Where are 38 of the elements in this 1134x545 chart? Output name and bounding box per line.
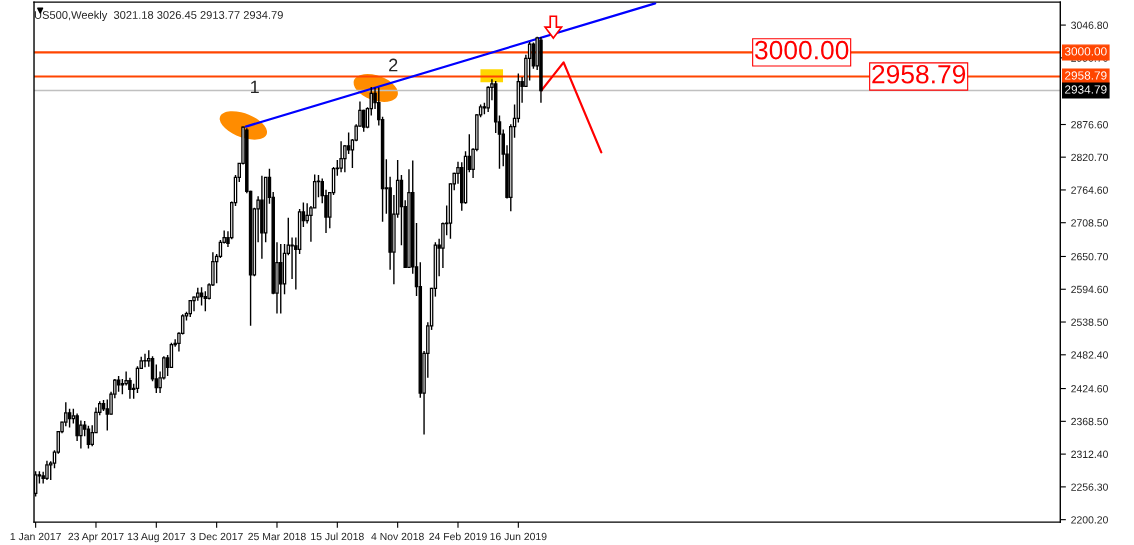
y-tick-label: 2594.60 bbox=[1071, 285, 1108, 294]
y-tick-label: 2256.30 bbox=[1071, 483, 1108, 491]
y-tick-label: 2764.60 bbox=[1071, 186, 1108, 194]
candlestick bbox=[346, 131, 351, 155]
y-tick-label: 2820.70 bbox=[1071, 153, 1108, 162]
y-tick-label: 2708.50 bbox=[1071, 219, 1108, 227]
y-tick-label: 2312.40 bbox=[1071, 450, 1108, 458]
x-tick-label: 3 Dec 2017 bbox=[190, 532, 243, 541]
x-tick-label: 23 Apr 2017 bbox=[68, 532, 124, 543]
candlestick bbox=[105, 398, 110, 432]
x-tick-label: 16 Jun 2019 bbox=[490, 532, 547, 541]
candlestick bbox=[45, 460, 49, 481]
candlestick bbox=[79, 419, 83, 450]
x-tick-label: 4 Nov 2018 bbox=[371, 532, 424, 541]
y-tick-label: 2424.60 bbox=[1071, 385, 1108, 393]
annotation: 2 bbox=[389, 58, 398, 72]
candlestick bbox=[339, 140, 343, 173]
x-tick-label: 13 Aug 2017 bbox=[127, 532, 186, 543]
y-tick-label: 3046.80 bbox=[1071, 21, 1108, 29]
ref-line-label: 2934.79 bbox=[1065, 85, 1107, 94]
annotation: 3000.00 bbox=[754, 40, 849, 60]
text: US500,Weekly 3021.18 3026.45 2913.77 2934.79 bbox=[34, 10, 283, 22]
ref-line-label: 2958.79 bbox=[1065, 71, 1107, 80]
y-tick-label: 2482.40 bbox=[1071, 351, 1108, 359]
y-tick-label: 2650.70 bbox=[1071, 252, 1108, 261]
y-tick-label: 2876.60 bbox=[1071, 121, 1108, 129]
y-tick-label: 2200.20 bbox=[1071, 516, 1108, 524]
x-tick-label: 15 Jul 2018 bbox=[311, 532, 364, 541]
ref-line-label: 3000.00 bbox=[1064, 47, 1107, 56]
y-tick-label: 2538.50 bbox=[1071, 318, 1108, 326]
candlestick bbox=[67, 408, 72, 429]
annotation: 1 bbox=[251, 80, 259, 94]
x-tick-label: 1 Jan 2017 bbox=[10, 532, 61, 541]
y-tick-label: 2368.50 bbox=[1071, 417, 1108, 426]
candlestick bbox=[143, 353, 147, 368]
annotation: 2958.79 bbox=[872, 64, 966, 84]
x-tick-label: 24 Feb 2019 bbox=[429, 532, 487, 541]
x-tick-label: 25 Mar 2018 bbox=[248, 532, 306, 541]
